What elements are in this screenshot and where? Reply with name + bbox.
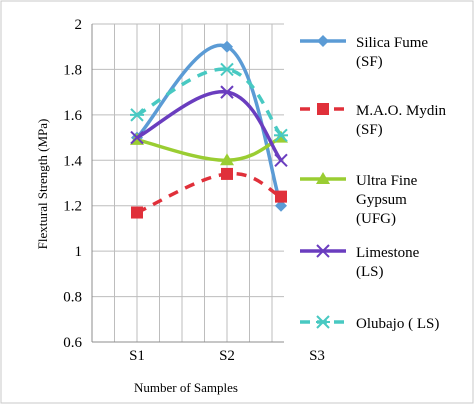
- x-tick-label: S3: [309, 348, 325, 364]
- series: [130, 40, 288, 219]
- legend-item: Limestone (LS): [300, 244, 420, 280]
- y-tick-label: 1.2: [63, 199, 82, 215]
- legend-label: M.A.O. Mydin: [356, 103, 447, 119]
- legend-label: (SF): [356, 122, 383, 138]
- data-point: [221, 40, 233, 53]
- legend-item: Silica Fume (SF): [300, 35, 428, 70]
- series-line: [136, 67, 283, 137]
- data-point: [221, 167, 233, 180]
- y-tick-label: 0.6: [63, 335, 82, 351]
- data-point: [274, 153, 288, 167]
- data-point: [220, 85, 234, 99]
- data-point: [317, 103, 329, 115]
- x-axis-title: Number of Samples: [134, 380, 238, 395]
- y-tick-label: 1.4: [63, 153, 82, 169]
- y-axis-title: Flextural Strength (MPa): [35, 119, 50, 250]
- legend-marker: [316, 315, 330, 329]
- data-point: [130, 130, 144, 145]
- legend-marker: [316, 172, 330, 184]
- series-4: [130, 85, 288, 167]
- data-point: [316, 172, 330, 184]
- axes: 0.6 0.8 1 1.2 1.4 1.6 1.8 2 S1 S2 S3: [63, 17, 325, 364]
- legend-label: Limestone: [356, 245, 420, 261]
- data-point: [316, 244, 330, 258]
- data-point: [220, 62, 234, 77]
- data-point: [274, 128, 288, 143]
- data-point: [275, 190, 287, 203]
- legend: Silica Fume (SF) M.A.O. Mydin (SF) Ultra Fin…: [300, 35, 447, 332]
- legend-label: (UFG): [356, 211, 396, 227]
- y-tick-label: 2: [75, 17, 83, 33]
- data-point: [131, 206, 143, 219]
- y-tick-label: 1.6: [63, 108, 82, 124]
- y-tick-label: 1: [75, 244, 83, 260]
- legend-item: M.A.O. Mydin (SF): [300, 103, 447, 138]
- legend-marker: [316, 244, 330, 258]
- legend-item: Ultra Fine Gypsum (UFG): [300, 172, 418, 227]
- x-tick-label: S2: [219, 348, 235, 364]
- data-point: [275, 199, 287, 212]
- legend-label: (SF): [356, 54, 383, 70]
- legend-marker: [317, 35, 329, 47]
- data-point: [316, 315, 330, 329]
- x-tick-label: S1: [129, 348, 145, 364]
- y-tick-label: 1.8: [63, 62, 82, 78]
- legend-label: Olubajo ( LS): [356, 316, 439, 332]
- series-5: [130, 62, 288, 143]
- y-tick-label: 0.8: [63, 290, 82, 306]
- legend-label: (LS): [356, 264, 384, 280]
- data-point: [130, 108, 144, 122]
- legend-label: Gypsum: [356, 192, 407, 208]
- legend-label: Silica Fume: [356, 35, 428, 51]
- data-point: [317, 35, 329, 47]
- data-point: [220, 153, 234, 166]
- series-2: [131, 167, 287, 219]
- legend-marker: [317, 103, 329, 115]
- legend-item: Olubajo ( LS): [300, 315, 439, 332]
- legend-label: Ultra Fine: [356, 173, 418, 189]
